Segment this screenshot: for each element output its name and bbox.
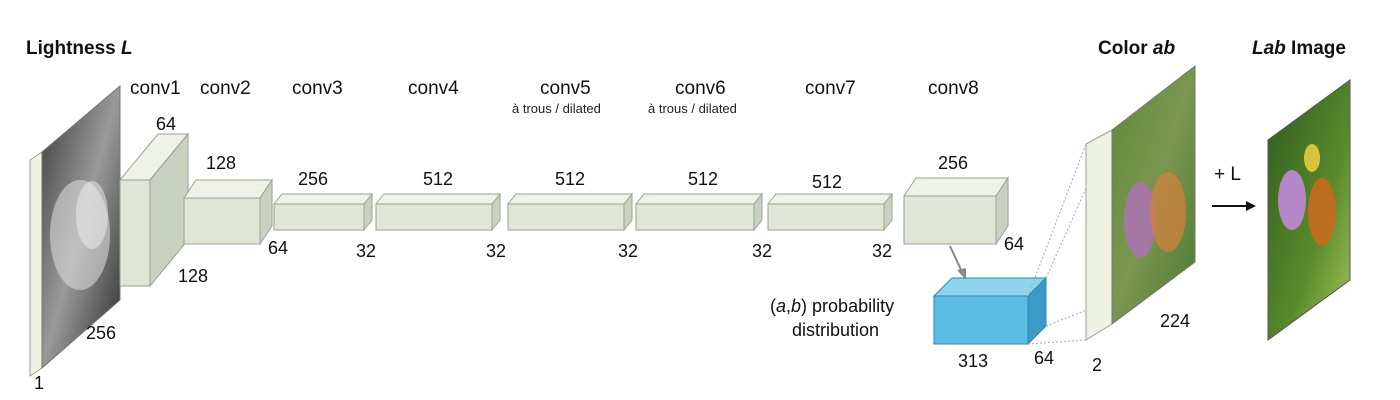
spatial-conv3: 32: [356, 241, 377, 261]
block-conv2: [183, 178, 273, 246]
block-conv6: [634, 192, 764, 232]
layer-name-conv7: conv7: [805, 78, 856, 99]
lab-output-title: Lab Image: [1252, 38, 1346, 59]
block-conv3: [272, 192, 374, 232]
block-face-conv4: [375, 203, 493, 231]
block-top-conv7: [766, 193, 894, 205]
block-top-conv2: [183, 179, 273, 199]
layer-note-conv5: à trous / dilated: [512, 101, 601, 116]
layer-name-conv6: conv6: [675, 78, 726, 99]
spatial-conv8: 64: [1004, 234, 1025, 254]
channels-conv6: 512: [688, 169, 719, 189]
block-conv8: [903, 176, 1009, 246]
lab-output-image: [1267, 79, 1351, 341]
block-face-conv8: [903, 195, 997, 245]
block-face-conv1: [119, 179, 151, 287]
block-top-conv8: [903, 177, 1009, 197]
layer-note-conv6: à trous / dilated: [648, 101, 737, 116]
layer-name-conv5: conv5: [540, 78, 591, 99]
spatial-conv4: 32: [486, 241, 507, 261]
block-face-conv5: [507, 203, 625, 231]
block-top-conv6: [634, 193, 764, 205]
channels-conv7: 512: [812, 172, 843, 192]
block-face-conv3: [273, 203, 365, 231]
layer-name-conv1: conv1: [130, 78, 181, 99]
prob-label-line1: (a,b) probability: [770, 296, 895, 316]
block-top-conv4: [374, 193, 502, 205]
ab-width-label: 224: [1160, 311, 1191, 331]
layer-name-conv3: conv3: [292, 78, 343, 99]
input-depth-label: 1: [34, 373, 45, 393]
input-width-label: 256: [86, 323, 117, 343]
layer-name-conv4: conv4: [408, 78, 459, 99]
block-conv1: [118, 132, 190, 288]
block-face-conv2: [183, 197, 261, 245]
block-top-conv5: [506, 193, 634, 205]
spatial-conv1: 128: [178, 266, 209, 286]
ab-output-title: Color ab: [1098, 38, 1176, 59]
ab-depth-label: 2: [1092, 355, 1103, 375]
upsample-lines: [1027, 129, 1113, 345]
channels-conv5: 512: [555, 169, 586, 189]
spatial-conv7: 32: [872, 241, 893, 261]
block-conv7: [766, 192, 894, 232]
block-face-conv6: [635, 203, 755, 231]
block-face-conv7: [767, 203, 885, 231]
channels-conv2: 128: [206, 153, 237, 173]
spatial-conv5: 32: [618, 241, 639, 261]
probability-block: [932, 276, 1048, 346]
layer-name-conv8: conv8: [928, 78, 979, 99]
plus-l-label: + L: [1214, 164, 1241, 185]
prob-width-label: 313: [958, 351, 989, 371]
block-conv4: [374, 192, 502, 232]
block-conv5: [506, 192, 634, 232]
channels-conv1: 64: [156, 114, 177, 134]
ab-output-image: [1085, 64, 1196, 341]
prob-depth-label: 64: [1034, 348, 1055, 368]
spatial-conv2: 64: [268, 238, 289, 258]
conv8-to-prob-arrow: [949, 245, 966, 280]
input-image: [29, 84, 121, 377]
channels-conv4: 512: [423, 169, 454, 189]
channels-conv8: 256: [938, 153, 969, 173]
prob-label-line2: distribution: [792, 320, 880, 340]
spatial-conv6: 32: [752, 241, 773, 261]
layer-name-conv2: conv2: [200, 78, 251, 99]
input-title: Lightness L: [26, 38, 133, 59]
block-top-conv3: [272, 193, 374, 205]
channels-conv3: 256: [298, 169, 329, 189]
plus-l-arrow: [1212, 201, 1256, 211]
